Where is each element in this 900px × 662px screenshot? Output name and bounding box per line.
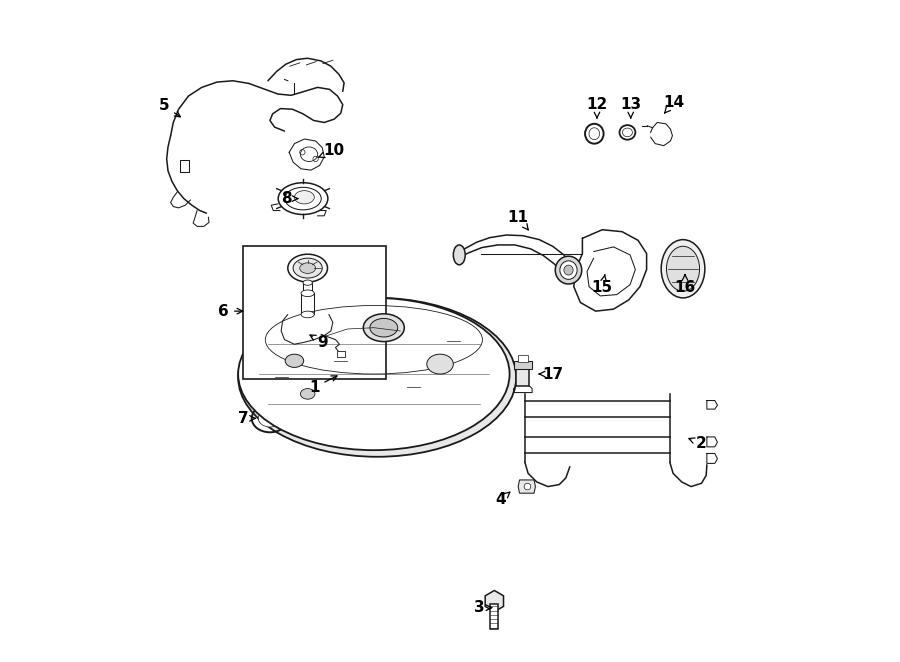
Bar: [491, 604, 499, 629]
Circle shape: [524, 483, 531, 490]
Ellipse shape: [258, 410, 282, 427]
Ellipse shape: [301, 311, 314, 318]
Ellipse shape: [238, 298, 509, 450]
Ellipse shape: [589, 128, 599, 140]
Bar: [337, 351, 345, 357]
Ellipse shape: [427, 354, 454, 374]
Bar: [518, 355, 528, 362]
Ellipse shape: [662, 240, 705, 298]
Ellipse shape: [370, 318, 398, 337]
Ellipse shape: [623, 128, 633, 137]
Ellipse shape: [454, 245, 465, 265]
Ellipse shape: [238, 298, 517, 457]
Ellipse shape: [294, 191, 314, 204]
Text: 10: 10: [319, 144, 345, 158]
Text: 8: 8: [281, 191, 298, 206]
Text: 4: 4: [496, 492, 510, 507]
Bar: [517, 367, 529, 386]
Ellipse shape: [555, 256, 581, 284]
Text: 16: 16: [674, 275, 696, 295]
Ellipse shape: [364, 314, 404, 342]
Text: 7: 7: [238, 411, 256, 426]
Ellipse shape: [301, 389, 315, 399]
Text: 1: 1: [309, 376, 337, 395]
Text: 6: 6: [218, 304, 243, 318]
Text: 11: 11: [508, 210, 528, 230]
Text: 3: 3: [474, 600, 491, 615]
Ellipse shape: [285, 354, 303, 367]
Ellipse shape: [667, 246, 699, 291]
Text: 2: 2: [688, 436, 706, 451]
Ellipse shape: [300, 263, 316, 273]
Text: 9: 9: [310, 335, 328, 350]
Ellipse shape: [564, 265, 573, 275]
Bar: [514, 361, 532, 369]
Ellipse shape: [293, 258, 322, 278]
Polygon shape: [485, 591, 503, 612]
Text: 12: 12: [586, 97, 608, 118]
Text: 5: 5: [158, 99, 180, 117]
Text: 13: 13: [620, 97, 642, 118]
Ellipse shape: [301, 290, 314, 297]
Polygon shape: [518, 480, 536, 493]
Text: 14: 14: [663, 95, 684, 113]
Text: 17: 17: [539, 367, 563, 381]
Text: 15: 15: [591, 275, 613, 295]
Ellipse shape: [303, 280, 312, 285]
Bar: [244, 246, 386, 379]
Ellipse shape: [560, 261, 577, 279]
Ellipse shape: [288, 254, 328, 282]
